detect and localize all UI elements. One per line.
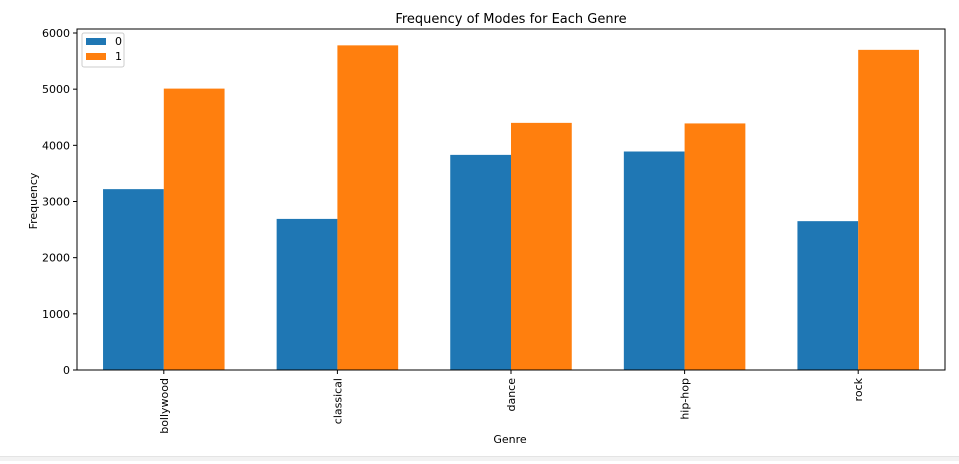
bottom-border [0,456,959,461]
x-tick-label-bollywood: bollywood [158,378,171,434]
bar-classical-mode-1 [337,45,399,371]
bar-bollywood-mode-1 [163,88,225,371]
bar-hip-hop-mode-0 [623,151,685,370]
bar-rock-mode-0 [797,221,859,370]
bar-dance-mode-1 [511,122,572,371]
bar-rock-mode-1 [858,49,919,370]
y-tick-label: 3000 [42,196,70,209]
y-tick-label: 2000 [42,252,70,265]
y-tick-label: 1000 [42,308,70,321]
x-tick-label-rock: rock [852,377,865,401]
bar-bollywood-mode-0 [103,189,164,370]
y-tick-label: 0 [63,364,70,377]
x-tick-label-hip-hop: hip-hop [679,378,692,420]
bar-hip-hop-mode-1 [684,123,746,371]
y-tick-label: 6000 [42,27,70,40]
chart-title: Frequency of Modes for Each Genre [395,12,626,27]
axes-layer: 0 1000 2000 3000 4000 5000 6000 bollywood classi… [42,27,946,434]
x-tick-label-classical: classical [331,378,344,424]
x-axis-label: Genre [493,433,527,446]
legend: 01 [81,32,125,68]
y-tick-label: 5000 [42,83,70,96]
legend-label-0: 0 [115,35,122,48]
x-tick-label-dance: dance [505,378,518,412]
y-tick-label: 4000 [42,139,70,152]
legend-label-1: 1 [115,50,122,63]
legend-swatch-0 [86,38,106,45]
bar-classical-mode-0 [276,218,338,370]
legend-swatch-1 [86,53,106,60]
bars-layer [103,45,919,371]
y-axis-label: Frequency [27,172,40,229]
bar-dance-mode-0 [450,154,511,370]
